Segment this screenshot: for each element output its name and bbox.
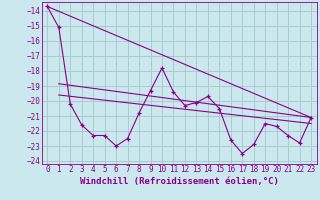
X-axis label: Windchill (Refroidissement éolien,°C): Windchill (Refroidissement éolien,°C)	[80, 177, 279, 186]
